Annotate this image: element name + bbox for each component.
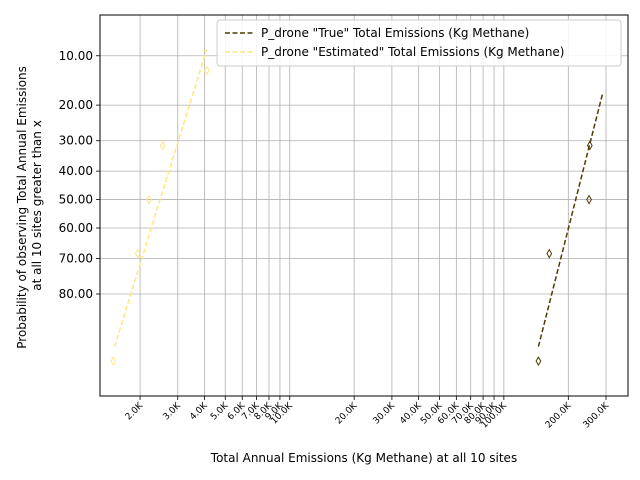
series-2-fit-line bbox=[113, 48, 208, 347]
y-axis-label-line-2: at all 10 sites greater than x bbox=[30, 120, 44, 291]
y-tick-label: 30.00 bbox=[59, 134, 93, 148]
y-tick-label: 20.00 bbox=[59, 98, 93, 112]
legend-box bbox=[216, 19, 622, 67]
x-tick-label: 2.0K bbox=[124, 400, 146, 422]
y-axis-label: Probability of observing Total Annual Em… bbox=[15, 62, 44, 348]
legend: P_drone "True" Total Emissions (Kg Metha… bbox=[216, 19, 622, 67]
grid-lines bbox=[100, 15, 628, 396]
series-2-point bbox=[159, 140, 166, 151]
legend-label-1: P_drone "True" Total Emissions (Kg Metha… bbox=[261, 26, 529, 40]
series-2-point bbox=[203, 65, 210, 76]
series-1-point bbox=[586, 140, 593, 151]
y-tick-label: 70.00 bbox=[59, 251, 93, 265]
series-2-point bbox=[146, 194, 152, 205]
series-1-point bbox=[586, 194, 592, 205]
series-2-point bbox=[110, 356, 117, 367]
x-tick-label: 20.0K bbox=[334, 400, 360, 426]
legend-label-2: P_drone "Estimated" Total Emissions (Kg … bbox=[261, 45, 565, 59]
series-1-fit-line bbox=[537, 92, 604, 347]
plot-frame bbox=[99, 14, 629, 397]
y-tick-label: 50.00 bbox=[59, 193, 93, 207]
y-tick-label: 60.00 bbox=[59, 221, 93, 235]
x-tick-label: 30.0K bbox=[372, 400, 398, 426]
y-tick-label: 10.00 bbox=[59, 49, 93, 63]
x-tick-label: 4.0K bbox=[188, 400, 210, 422]
x-axis-label: Total Annual Emissions (Kg Methane) at a… bbox=[210, 451, 517, 465]
x-tick-label: 3.0K bbox=[162, 400, 184, 422]
y-tick-label: 40.00 bbox=[59, 164, 93, 178]
series-1-point bbox=[546, 248, 553, 259]
x-tick-label: 200.0K bbox=[544, 400, 574, 430]
series-1-point bbox=[535, 356, 542, 367]
plot-series bbox=[110, 48, 604, 367]
y-axis-ticks: 10.00 20.00 30.00 40.00 50.00 60.00 70.00 80.00 bbox=[59, 49, 100, 301]
y-axis-label-line-1: Probability of observing Total Annual Em… bbox=[15, 66, 29, 349]
x-tick-label: 40.0K bbox=[398, 400, 424, 426]
y-tick-label: 80.00 bbox=[59, 287, 93, 301]
series-2-point bbox=[134, 248, 141, 259]
x-tick-label: 5.0K bbox=[209, 400, 231, 422]
x-tick-label: 300.0K bbox=[582, 400, 612, 430]
